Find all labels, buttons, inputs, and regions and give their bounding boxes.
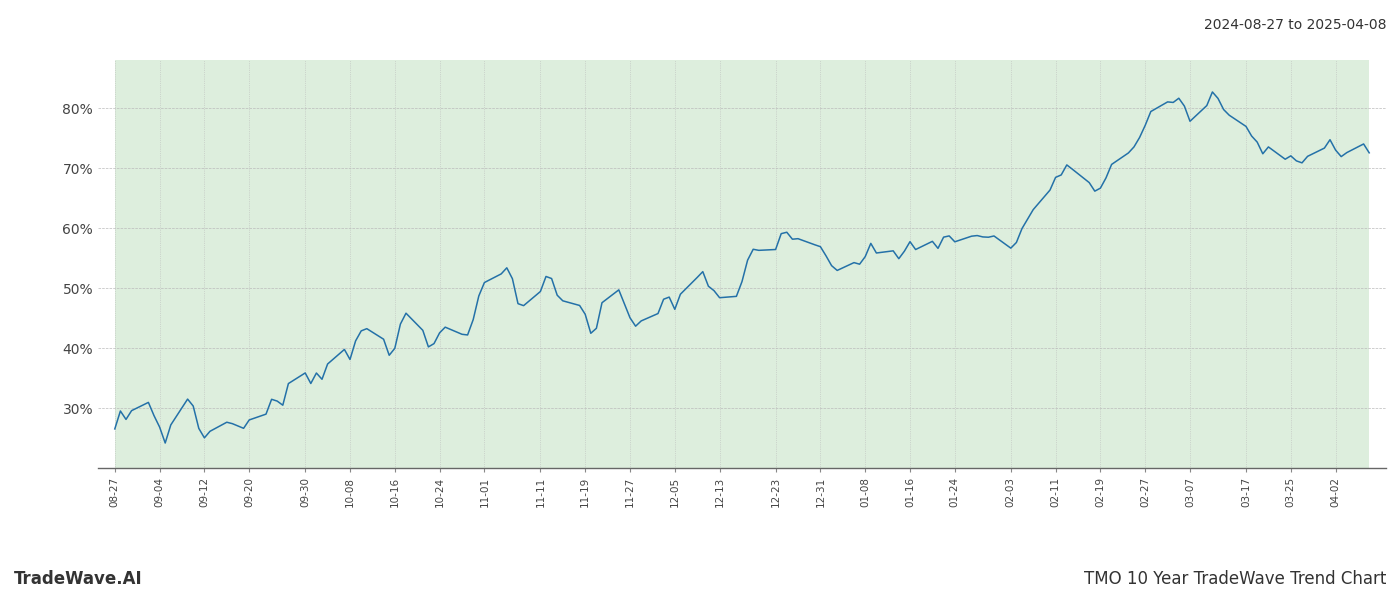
Text: 2024-08-27 to 2025-04-08: 2024-08-27 to 2025-04-08 bbox=[1204, 18, 1386, 32]
Bar bbox=[115, 60, 1369, 468]
Text: TradeWave.AI: TradeWave.AI bbox=[14, 570, 143, 588]
Text: TMO 10 Year TradeWave Trend Chart: TMO 10 Year TradeWave Trend Chart bbox=[1084, 570, 1386, 588]
